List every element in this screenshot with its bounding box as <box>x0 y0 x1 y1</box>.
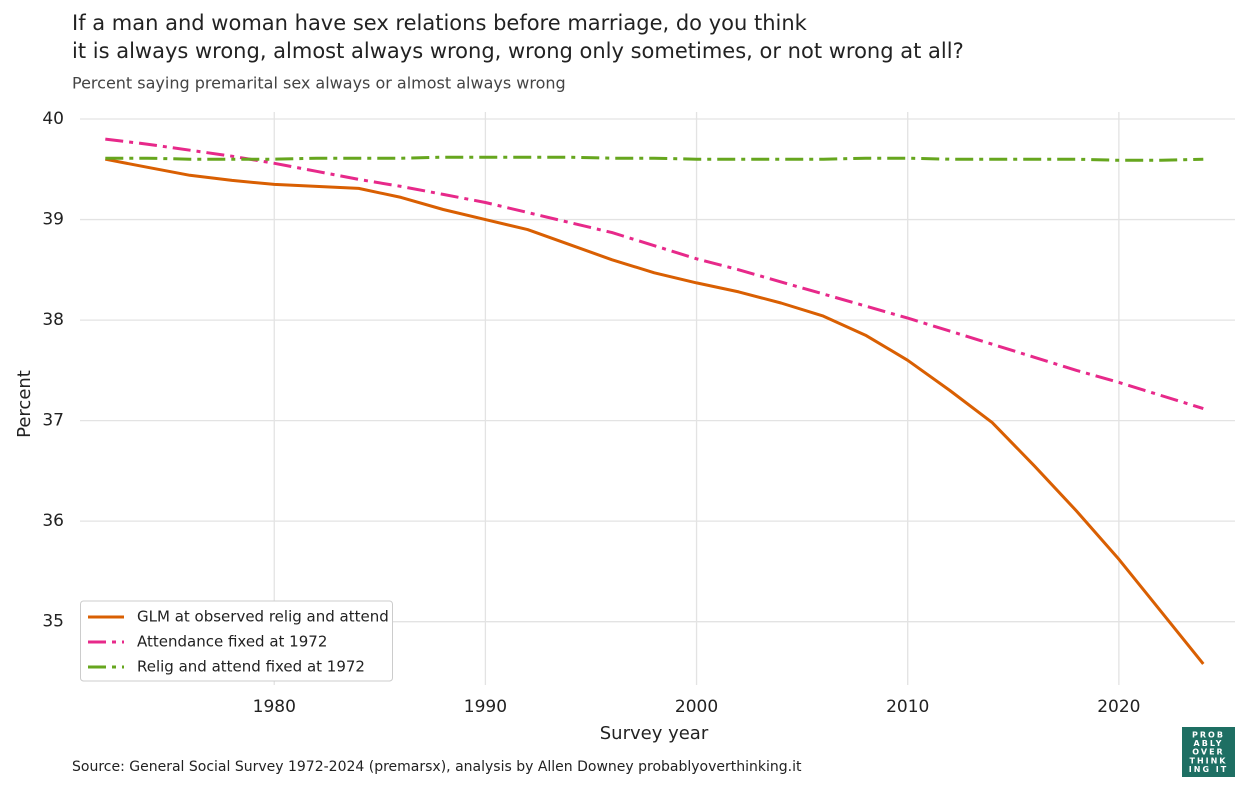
y-axis-label: Percent <box>14 370 35 438</box>
y-tick-label: 35 <box>42 612 64 632</box>
legend-box <box>80 600 393 682</box>
legend-label: Relig and attend fixed at 1972 <box>137 658 365 676</box>
x-tick-label: 2000 <box>675 697 718 717</box>
source-note: Source: General Social Survey 1972-2024 … <box>72 759 802 775</box>
series-line <box>105 157 1205 665</box>
x-tick-label: 2010 <box>886 697 929 717</box>
y-tick-label: 39 <box>42 210 64 230</box>
x-tick-label: 2020 <box>1097 697 1140 717</box>
chart-title-line: it is always wrong, almost always wrong,… <box>72 39 964 63</box>
x-axis-label: Survey year <box>600 723 709 744</box>
x-tick-label: 1980 <box>253 697 296 717</box>
logo-text: ABLY <box>1194 739 1224 748</box>
legend-label: GLM at observed relig and attend <box>137 608 389 626</box>
logo-text: ING IT <box>1189 765 1228 774</box>
y-tick-label: 36 <box>42 511 64 531</box>
logo-text: PROB <box>1192 731 1225 740</box>
y-tick-label: 40 <box>42 109 64 129</box>
series-line <box>105 155 1204 162</box>
series-line <box>105 137 1204 411</box>
legend-label: Attendance fixed at 1972 <box>137 633 327 651</box>
logo-background <box>1182 727 1235 777</box>
x-tick-label: 1990 <box>464 697 507 717</box>
chart-title-line: If a man and woman have sex relations be… <box>72 11 808 35</box>
y-tick-label: 38 <box>42 310 64 330</box>
logo-text: THINK <box>1189 756 1227 765</box>
logo-text: OVER <box>1192 748 1224 757</box>
chart-subtitle: Percent saying premarital sex always or … <box>72 74 566 93</box>
y-tick-label: 37 <box>42 411 64 431</box>
